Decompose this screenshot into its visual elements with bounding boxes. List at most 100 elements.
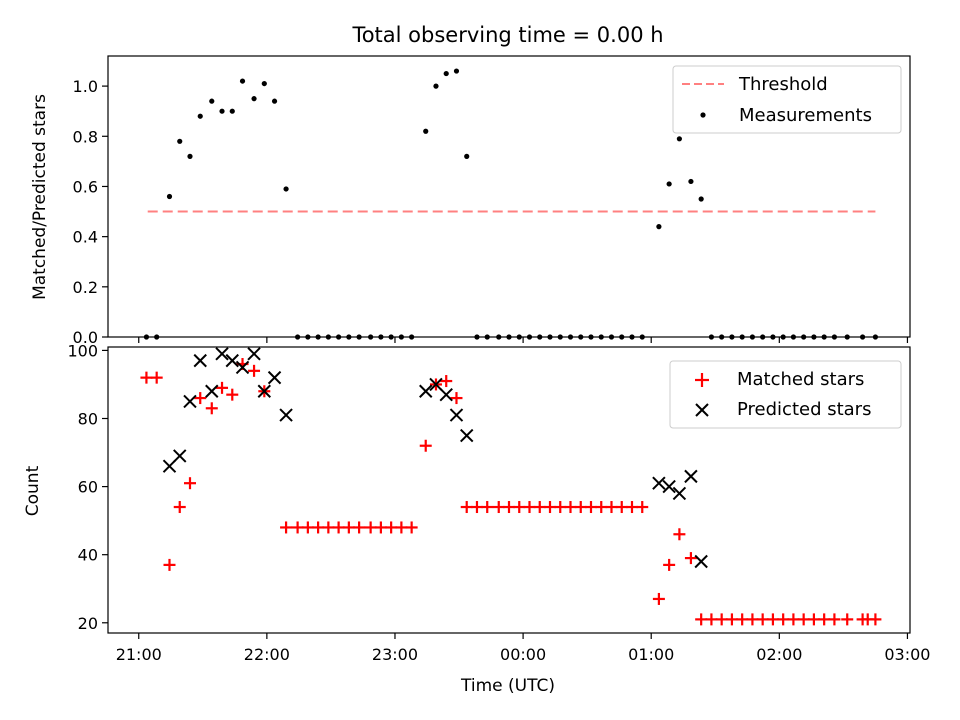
matched-star-marker <box>777 613 790 626</box>
measurement-point <box>251 96 257 102</box>
legend-measurements-swatch <box>700 112 706 118</box>
measurement-point <box>261 80 267 87</box>
measurement-point <box>423 128 429 134</box>
bottom-ytick-label: 100 <box>67 341 98 360</box>
predicted-star-marker <box>672 486 687 501</box>
matched-star-marker <box>194 392 207 405</box>
bottom-ytick-label: 40 <box>78 546 98 565</box>
matched-star-marker <box>841 613 854 626</box>
measurement-point <box>464 153 470 159</box>
matched-star-marker <box>342 521 355 534</box>
measurement-point <box>197 113 203 119</box>
matched-star-marker <box>503 501 515 514</box>
legend-matched-swatch <box>695 373 709 387</box>
top-ytick-label: 0.0 <box>73 328 98 347</box>
xtick-label: 03:00 <box>884 645 930 664</box>
legend-measurements-label: Measurements <box>739 105 872 126</box>
predicted-star-marker <box>215 347 229 361</box>
matched-star-marker <box>150 371 163 384</box>
legend-matched-label: Matched stars <box>737 369 864 390</box>
matched-star-marker <box>756 613 769 626</box>
matched-star-marker <box>533 501 546 514</box>
predicted-star-marker <box>247 347 261 361</box>
predicted-star-marker <box>225 353 239 368</box>
matched-star-marker <box>523 501 536 514</box>
predicted-star-marker <box>173 449 187 463</box>
measurement-points <box>143 68 879 340</box>
measurement-point <box>239 78 246 84</box>
predicted-star-marker <box>193 353 207 368</box>
matched-star-marker <box>543 501 556 514</box>
matched-star-marker <box>291 521 304 534</box>
matched-star-marker <box>554 501 567 514</box>
matched-star-marker <box>419 439 432 452</box>
matched-star-marker <box>173 501 186 514</box>
matched-star-marker <box>652 592 665 605</box>
bottom-y-ticks: 20 40 60 80 100 <box>67 341 108 633</box>
measurement-point <box>166 193 173 200</box>
matched-stars-points <box>140 358 882 626</box>
predicted-star-marker <box>684 469 698 484</box>
matched-star-marker <box>374 521 387 534</box>
measurement-point <box>656 224 662 230</box>
matched-star-marker <box>226 388 239 401</box>
matched-star-marker <box>625 501 638 514</box>
legend-predicted-label: Predicted stars <box>737 399 871 420</box>
measurement-point <box>283 186 289 192</box>
measurement-point <box>443 70 449 77</box>
predicted-star-marker <box>652 476 666 490</box>
matched-star-marker <box>364 521 377 534</box>
matched-star-marker <box>205 402 218 415</box>
matched-star-marker <box>787 613 800 626</box>
predicted-star-marker <box>694 554 708 569</box>
matched-star-marker <box>216 381 229 394</box>
matched-star-marker <box>695 613 708 626</box>
measurement-point <box>209 98 215 104</box>
predicted-star-marker <box>449 408 464 422</box>
top-ytick-label: 0.8 <box>73 127 98 146</box>
measurement-point <box>177 138 183 144</box>
bottom-y-axis-label: Count <box>23 465 43 516</box>
top-legend-box <box>672 65 902 134</box>
matched-star-marker <box>595 501 608 514</box>
predicted-star-marker <box>183 394 197 409</box>
measurement-point <box>676 136 682 142</box>
xtick-label: 21:00 <box>116 645 162 664</box>
matched-star-marker <box>766 613 779 626</box>
predicted-star-marker <box>460 428 474 443</box>
matched-star-marker <box>673 528 686 541</box>
matched-star-marker <box>405 521 418 534</box>
matched-star-marker <box>481 501 494 514</box>
matched-star-marker <box>312 521 325 534</box>
matched-star-marker <box>280 521 293 534</box>
predicted-star-marker <box>205 384 219 398</box>
matched-star-marker <box>705 613 718 626</box>
bottom-plot-frame <box>107 346 911 634</box>
measurement-point <box>688 178 694 185</box>
measurement-point <box>433 83 439 89</box>
matched-star-marker <box>684 552 697 565</box>
matched-star-marker <box>615 501 628 514</box>
x-axis-label: Time (UTC) <box>460 676 555 696</box>
predicted-star-marker <box>662 479 676 494</box>
xtick-label: 22:00 <box>244 645 290 664</box>
measurement-point <box>219 108 225 114</box>
top-ytick-label: 0.6 <box>73 177 98 196</box>
matched-star-marker <box>353 521 366 534</box>
bottom-legend-box <box>669 360 902 429</box>
matched-star-marker <box>797 613 810 626</box>
top-panel: 0.0 0.2 0.4 0.6 0.8 1.0 Matched/Predicted sta… <box>30 55 911 347</box>
xtick-label: 02:00 <box>756 645 802 664</box>
matched-star-marker <box>513 501 526 514</box>
predicted-star-marker <box>257 384 272 398</box>
predicted-star-marker <box>419 384 433 398</box>
xtick-label: 00:00 <box>500 645 546 664</box>
bottom-ytick-label: 20 <box>78 614 98 633</box>
matched-star-marker <box>818 613 831 626</box>
matched-star-marker <box>574 501 587 514</box>
matched-star-marker <box>440 375 453 388</box>
matched-star-marker <box>869 613 882 626</box>
matched-star-marker <box>163 558 176 571</box>
bottom-panel: 20 40 60 80 100 21:00 22:00 23:00 00:00 01:00 02:… <box>23 341 930 696</box>
matched-star-marker <box>385 521 398 534</box>
